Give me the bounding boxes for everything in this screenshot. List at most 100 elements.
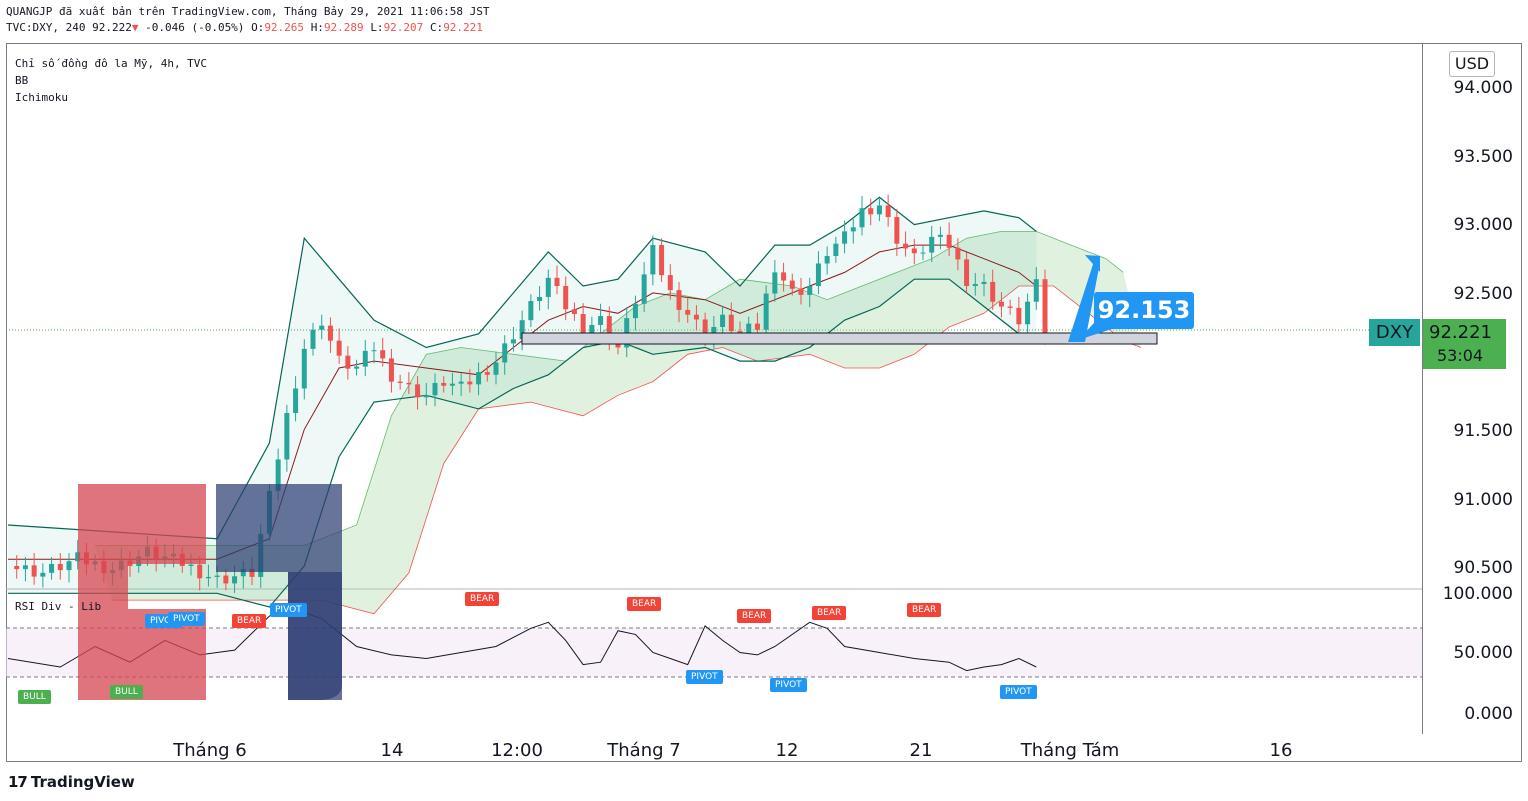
rsi-bear-badge: BEAR [232,614,267,628]
candle-body [275,459,281,491]
candle-body [484,372,490,375]
change-value: -0.046 (-0.05%) [145,21,245,34]
candle-body [937,234,943,237]
rsi-bear-badge: BEAR [737,609,772,623]
candle-body [458,381,464,384]
ohlc-close: 92.221 [443,21,483,34]
candle-body [406,382,412,385]
tradingview-brand[interactable]: 17 TradingView [8,773,135,791]
price-tick: 93.000 [1453,215,1513,235]
candle-body [423,395,429,398]
ohlc-low-label: L: [370,21,384,34]
candle-body [371,350,377,352]
candle-body [502,343,508,363]
candle-body [920,252,926,254]
candle-body [327,325,333,341]
rsi-tick: 0.000 [1464,704,1513,724]
candle-body [49,563,55,573]
candle-body [929,236,935,253]
candle-body [998,301,1004,307]
candle-body [798,288,804,295]
candle-body [1016,307,1022,325]
price-tick: 91.500 [1453,421,1513,441]
ichimoku-cloud [95,231,1142,615]
support-zone-box[interactable] [521,332,1158,345]
price-tick: 94.000 [1453,78,1513,98]
legend-indicator-ichimoku[interactable]: Ichimoku [15,91,68,104]
rsi-tick: 50.000 [1453,643,1513,663]
candle-body [528,301,534,321]
candle-body [1007,306,1013,308]
chart-header: QUANGJP đã xuất bản trên TradingView.com… [6,4,489,36]
candle-body [754,323,760,330]
candle-body [75,552,81,562]
candle-body [728,314,734,332]
price-axis[interactable]: 94.000 93.500 93.000 92.500 91.500 91.00… [1422,43,1523,734]
publisher-line: QUANGJP đã xuất bản trên TradingView.com… [6,5,490,18]
chart-frame [6,43,1522,762]
ohlc-line: TVC:DXY, 240 92.222▼ -0.046 (-0.05%) O:9… [6,20,489,36]
legend-indicator-bb[interactable]: BB [15,74,29,87]
candle-body [589,324,595,334]
candle-body [667,275,673,291]
candle-body [824,255,830,264]
currency-button[interactable]: USD [1449,51,1495,77]
rsi-band [6,628,1422,677]
time-tick: Tháng Tám [1020,740,1120,761]
candle-body [903,243,909,249]
target-price-callout[interactable]: 92.153 [1094,292,1194,329]
candle-body [22,565,28,570]
bb-upper-line [7,196,1037,540]
candle-body [789,280,795,289]
ohlc-low: 92.207 [383,21,424,34]
candle-body [388,358,394,382]
candle-body [815,263,821,287]
chart-grid [6,329,1422,678]
rsi-bull-badge: BULL [18,690,51,704]
candle-body [57,563,63,571]
legend-title[interactable]: Chỉ số đồng đô la Mỹ, 4h, TVC [15,57,208,70]
candle-body [554,277,560,287]
candle-body [580,314,586,334]
candle-body [188,564,194,566]
rsi-legend-title[interactable]: RSI Div - Lib [15,600,102,613]
candle-body [397,381,403,383]
candle-body [632,303,638,319]
candle-body [571,309,577,315]
time-tick: 21 [909,740,933,761]
candle-body [14,566,20,570]
candle-body [66,561,72,571]
ohlc-open-label: O: [251,21,265,34]
candle-body [197,564,203,579]
candle-body [493,362,499,375]
last-price: 92.221 [1429,322,1492,343]
ichimoku-cloud-area [95,231,1141,614]
watermark-t-stem [288,572,342,700]
change-arrow-icon: ▼ [131,21,139,34]
brand-name: TradingView [30,773,135,791]
ichimoku-span-b [112,285,1142,615]
ohlc-open: 92.265 [264,21,305,34]
price-tick: 93.500 [1453,147,1513,167]
time-tick: 12 [775,740,799,761]
candle-body [232,576,238,584]
arrow-shaft [1068,258,1100,342]
candle-body [319,325,325,330]
chart-legend: Chỉ số đồng đô la Mỹ, 4h, TVC BB Ichimok… [15,55,207,106]
candle-body [737,331,743,333]
rsi-pivot-badge: PIVOT [270,603,307,617]
projection-arrow[interactable] [1068,255,1100,342]
candle-body [859,208,865,228]
bar-countdown: 53:04 [1437,346,1484,365]
candle-body [432,382,438,396]
gt-watermark-logo [78,484,342,704]
candle-body [1033,279,1039,302]
time-axis[interactable]: Tháng 6 14 12:00 Tháng 7 12 21 Tháng Tám… [6,734,1422,762]
rsi-pivot-badge: PIVOT [1000,685,1037,699]
price-tick: 92.500 [1453,284,1513,304]
time-tick: Tháng 6 [173,740,247,761]
time-tick: 16 [1269,740,1293,761]
time-tick: Tháng 7 [607,740,681,761]
candle-body [720,314,726,327]
candle-body [946,234,952,248]
